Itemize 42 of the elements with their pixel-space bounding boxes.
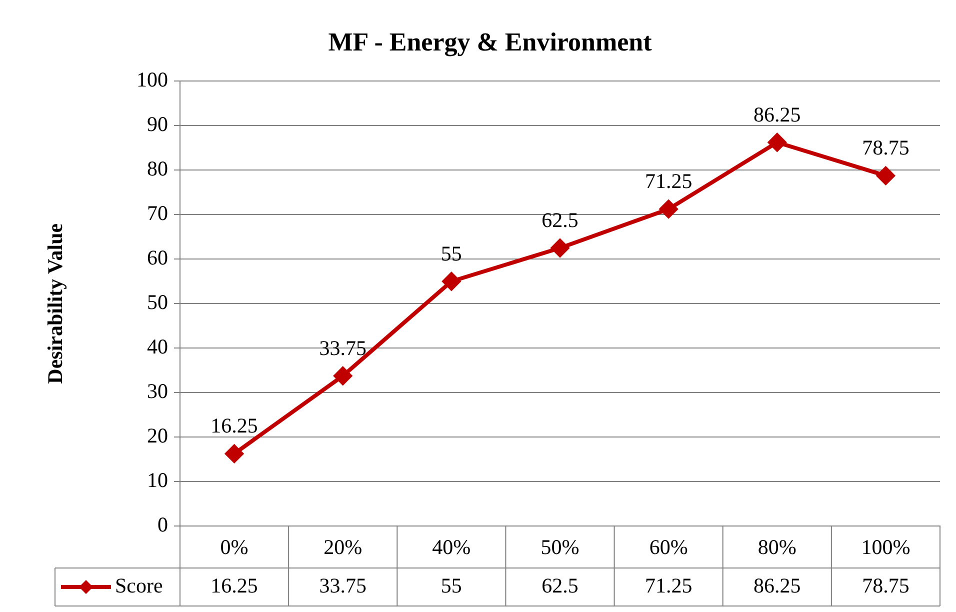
text: 62.5	[542, 574, 578, 598]
chart-title: MF - Energy & Environment	[328, 27, 652, 56]
text: 16.25	[210, 574, 258, 598]
point	[768, 133, 786, 152]
data-label: 86.25	[754, 102, 801, 126]
data-label: 55	[440, 241, 462, 266]
y-tick-label: 20	[147, 424, 168, 448]
y-tick-label: 100	[136, 68, 168, 92]
data-label: 71.25	[644, 169, 692, 194]
x-tick-label: 100%	[861, 535, 910, 560]
x-tick-label: 80%	[758, 535, 796, 560]
x-tick-label: 50%	[540, 535, 580, 560]
data-label: 78.75	[862, 136, 910, 160]
x-tick-label: 0%	[220, 535, 248, 560]
text: 55	[440, 574, 462, 598]
y-tick-label: 70	[147, 201, 168, 226]
y-tick-label: 40	[147, 334, 168, 359]
y-tick-label: 0	[158, 512, 168, 537]
legend-label: Score	[115, 574, 163, 598]
data-label: 16.25	[210, 414, 258, 438]
point	[225, 444, 244, 463]
x-tick-label: 20%	[324, 535, 362, 560]
x-tick-label: 60%	[649, 535, 688, 560]
y-axis-title: Desirability Value	[43, 223, 68, 384]
point	[551, 239, 569, 257]
text: 78.75	[862, 574, 910, 598]
x-tick-label: 40%	[432, 535, 471, 560]
y-tick-label: 10	[147, 468, 168, 492]
text: 71.25	[644, 574, 692, 598]
point	[660, 200, 678, 218]
y-tick-label: 80	[147, 156, 168, 181]
y-tick-label: 60	[147, 246, 168, 270]
data-label: 33.75	[319, 336, 366, 360]
text: 86.25	[754, 574, 801, 598]
point	[334, 366, 352, 385]
data-label: 62.5	[542, 208, 578, 232]
y-tick-label: 30	[147, 379, 168, 404]
y-tick-label: 50	[147, 290, 168, 314]
point	[442, 272, 460, 290]
text: 33.75	[319, 574, 366, 598]
point	[876, 166, 895, 185]
y-tick-label: 90	[147, 112, 168, 136]
